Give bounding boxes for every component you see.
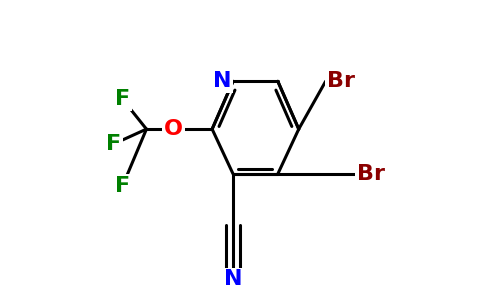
Text: F: F	[115, 176, 130, 196]
Text: F: F	[106, 134, 121, 154]
Text: N: N	[224, 269, 242, 290]
Text: Br: Br	[357, 164, 385, 184]
Text: F: F	[115, 89, 130, 109]
Text: N: N	[213, 71, 231, 91]
Text: O: O	[164, 119, 183, 139]
Text: Br: Br	[327, 71, 355, 91]
